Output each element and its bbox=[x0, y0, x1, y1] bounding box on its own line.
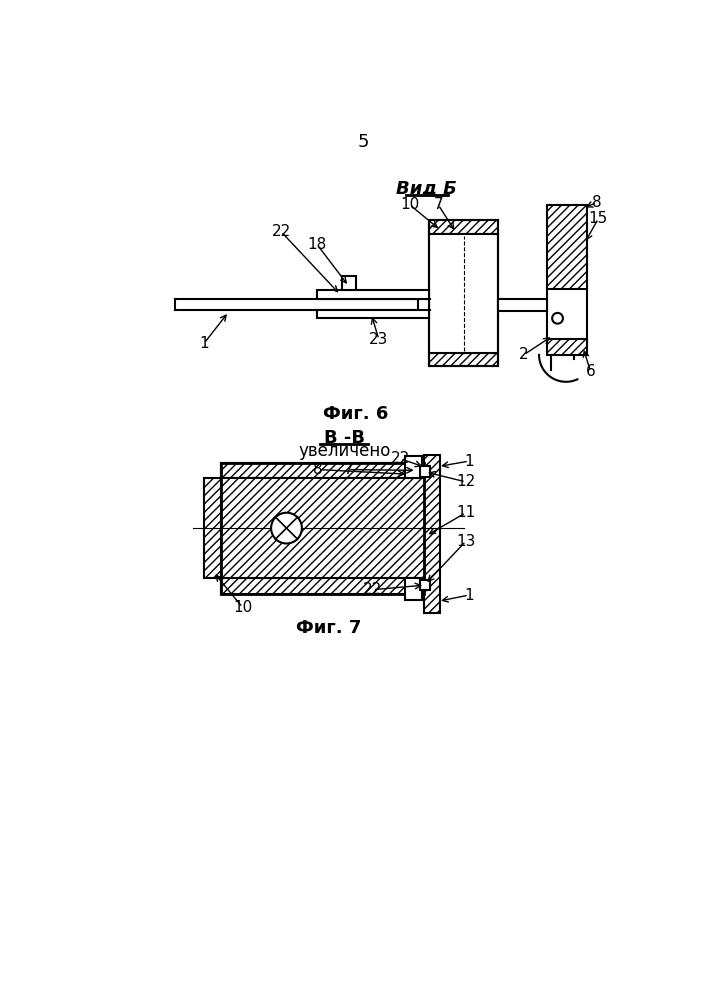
Text: 2: 2 bbox=[519, 347, 528, 362]
Text: 12: 12 bbox=[456, 474, 476, 489]
Bar bbox=[221, 463, 423, 594]
Bar bbox=[418, 299, 429, 311]
Bar bbox=[498, 299, 547, 311]
Text: 7: 7 bbox=[344, 462, 353, 477]
Bar bbox=[317, 290, 429, 299]
Text: 8: 8 bbox=[313, 462, 323, 477]
Text: 22: 22 bbox=[271, 224, 291, 239]
Bar bbox=[429, 353, 498, 366]
Text: 1: 1 bbox=[199, 336, 209, 351]
Text: 22: 22 bbox=[363, 582, 382, 597]
Bar bbox=[317, 310, 429, 318]
Text: В -В: В -В bbox=[324, 429, 365, 447]
Text: 10: 10 bbox=[233, 600, 252, 615]
Bar bbox=[221, 463, 423, 478]
Circle shape bbox=[552, 313, 563, 324]
Bar bbox=[221, 463, 423, 594]
Bar bbox=[405, 578, 422, 600]
Text: 11: 11 bbox=[456, 505, 476, 520]
Bar bbox=[547, 339, 587, 355]
Bar bbox=[423, 455, 440, 613]
Text: Вид Б: Вид Б bbox=[396, 179, 457, 197]
Text: 1: 1 bbox=[464, 588, 474, 603]
Bar bbox=[429, 220, 498, 366]
Bar bbox=[221, 463, 423, 594]
Bar bbox=[221, 578, 423, 594]
Bar bbox=[221, 463, 423, 478]
Text: 8: 8 bbox=[592, 195, 602, 210]
Text: 15: 15 bbox=[589, 211, 608, 226]
Text: 10: 10 bbox=[400, 197, 419, 212]
Bar bbox=[221, 478, 423, 578]
Bar bbox=[421, 466, 430, 477]
Bar bbox=[221, 478, 423, 578]
Bar bbox=[204, 478, 221, 578]
Text: 18: 18 bbox=[308, 237, 327, 252]
Text: увеличено: увеличено bbox=[298, 442, 390, 460]
Text: 6: 6 bbox=[586, 364, 595, 379]
Bar bbox=[405, 456, 422, 478]
Text: 1: 1 bbox=[464, 454, 474, 469]
Text: Фиг. 7: Фиг. 7 bbox=[296, 619, 361, 637]
Bar bbox=[547, 205, 587, 289]
Circle shape bbox=[271, 513, 302, 544]
Bar bbox=[429, 220, 498, 234]
Text: Фиг. 6: Фиг. 6 bbox=[323, 405, 388, 423]
Text: 22: 22 bbox=[391, 451, 410, 466]
Text: 23: 23 bbox=[369, 332, 389, 347]
Bar bbox=[429, 234, 498, 353]
Bar bbox=[421, 580, 430, 590]
Bar bbox=[342, 276, 356, 290]
Text: 7: 7 bbox=[433, 197, 443, 212]
Text: 5: 5 bbox=[358, 133, 369, 151]
Text: 13: 13 bbox=[456, 534, 476, 549]
Bar bbox=[221, 578, 423, 594]
